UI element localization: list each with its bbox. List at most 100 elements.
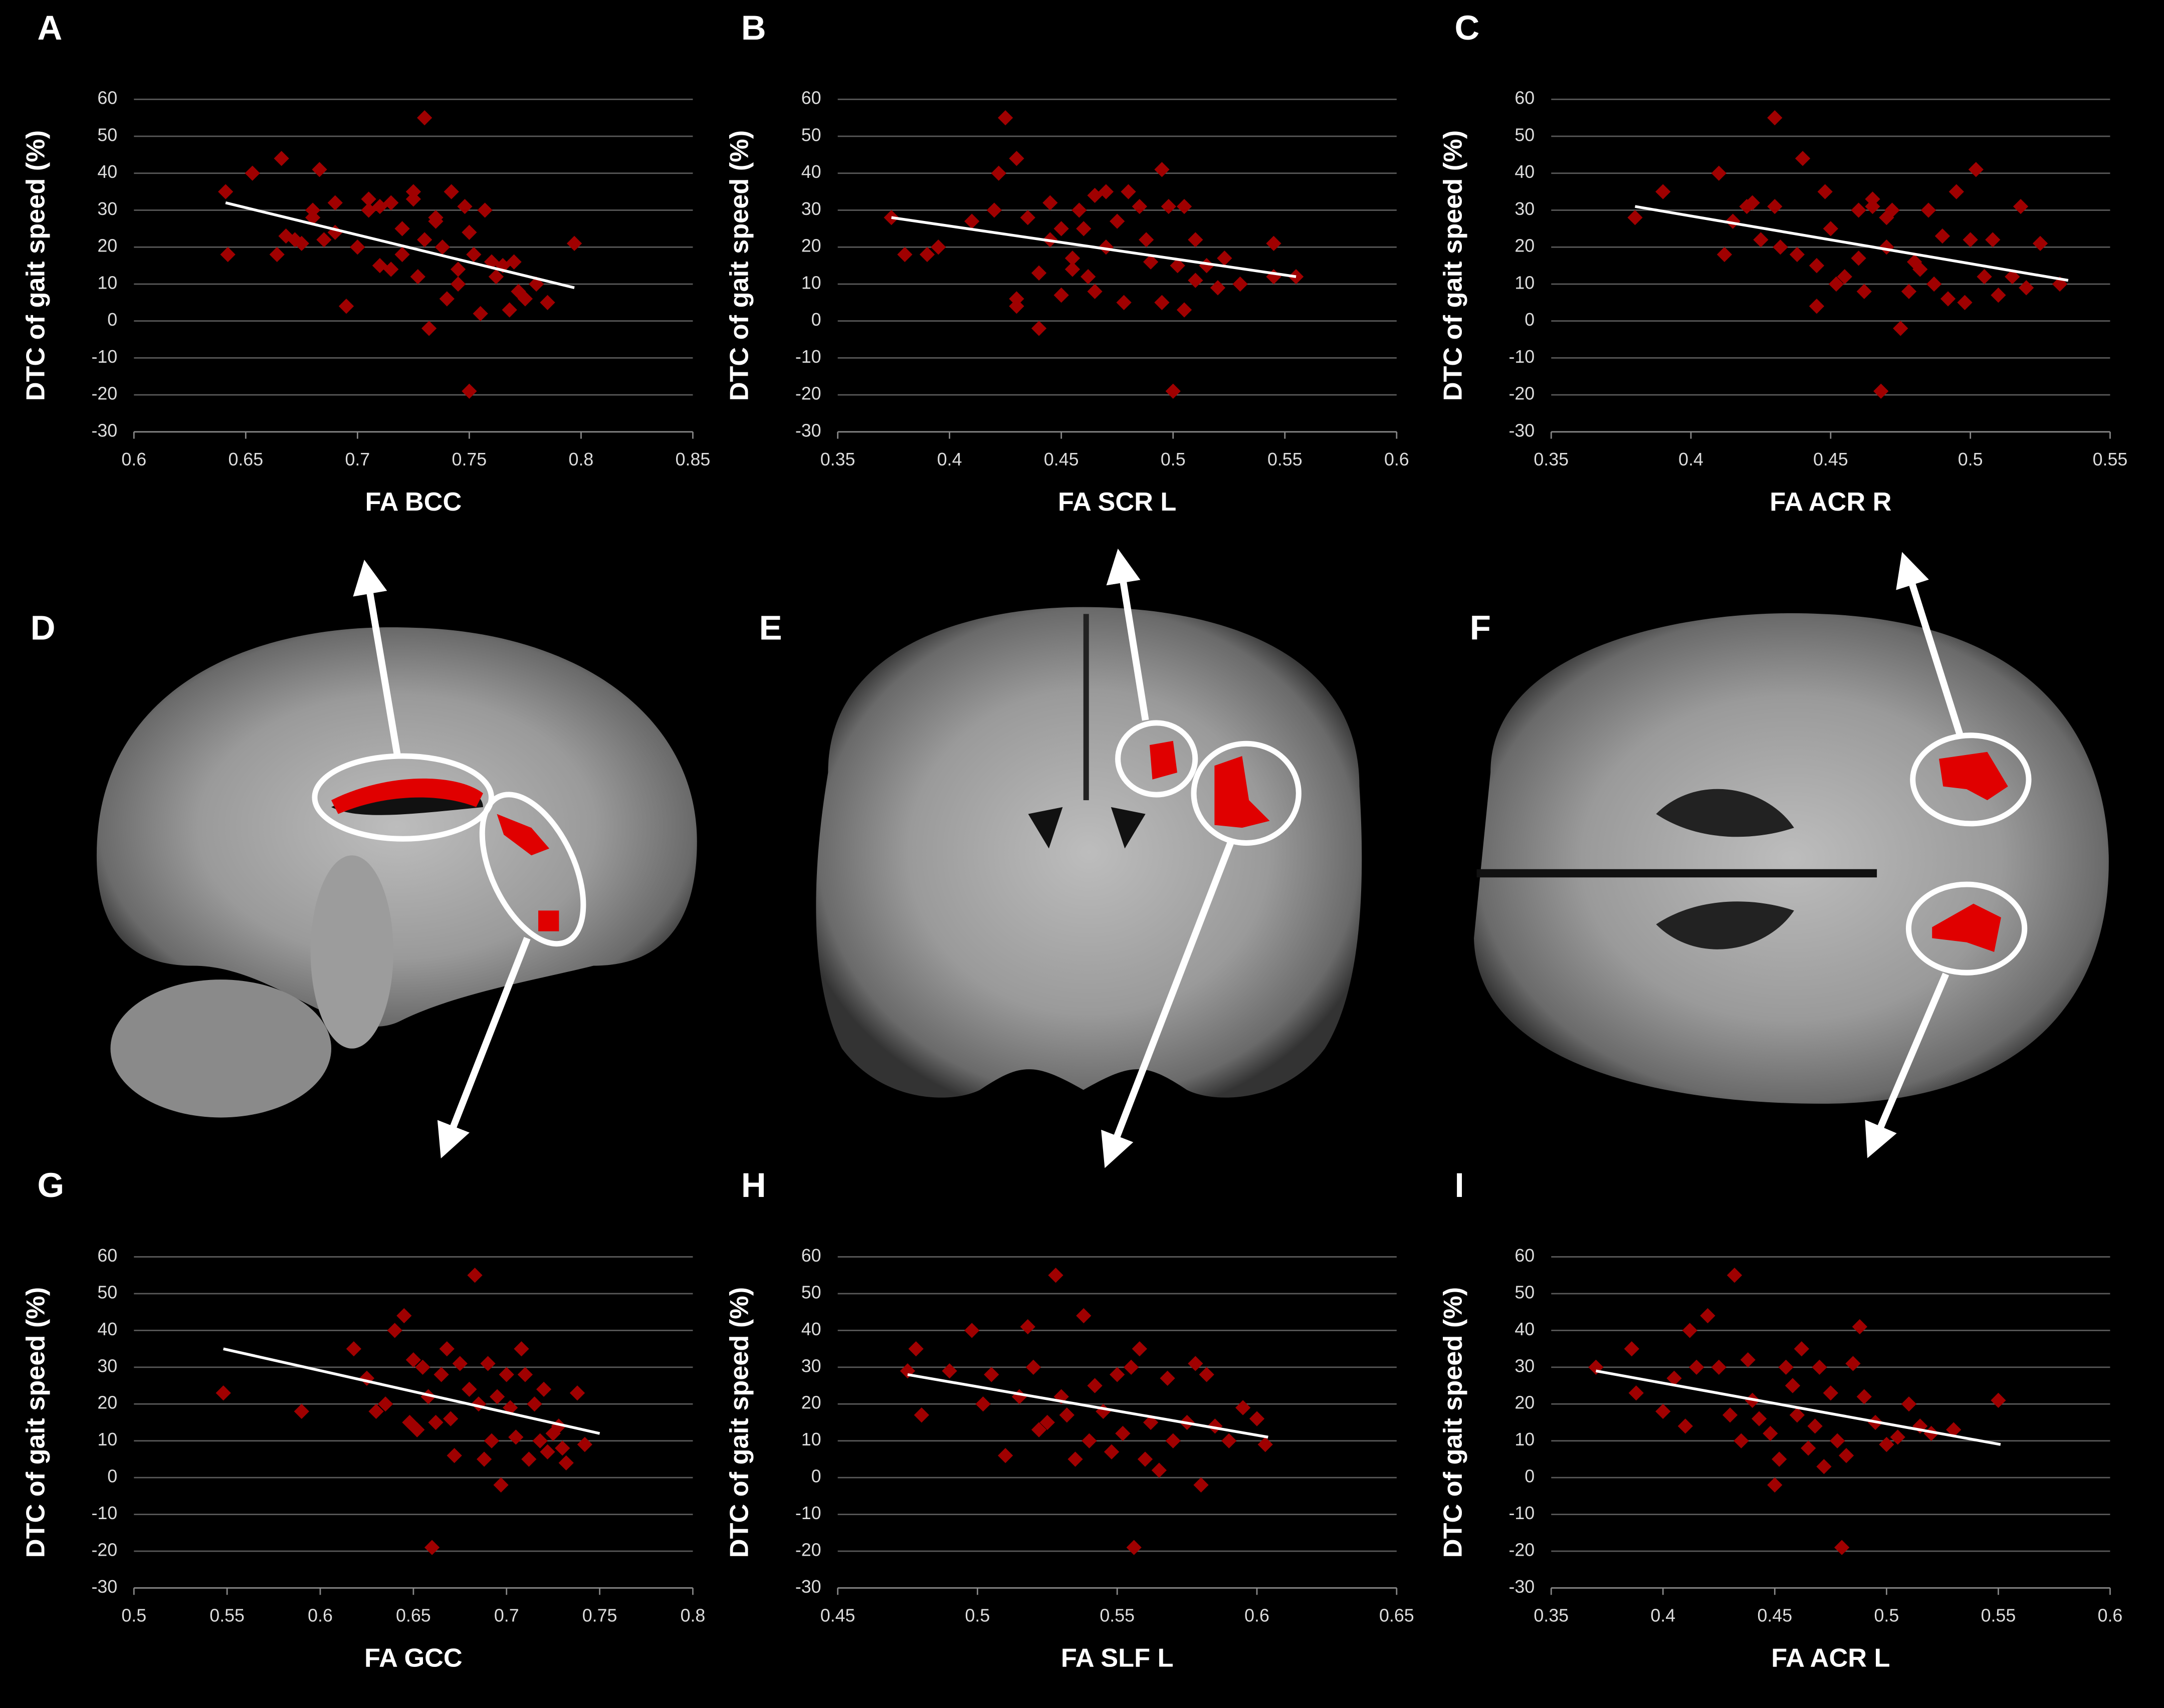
data-point (361, 191, 376, 207)
data-point (975, 1396, 991, 1412)
data-point (2019, 280, 2034, 296)
data-point (914, 1407, 930, 1423)
data-point (1143, 254, 1159, 270)
x-axis-title: FA GCC (364, 1643, 463, 1672)
y-tick-label: -30 (795, 420, 821, 440)
data-point (1235, 1400, 1251, 1415)
panel-label: A (37, 9, 62, 47)
data-point (919, 247, 935, 263)
y-tick-label: 0 (107, 1467, 117, 1487)
y-tick-label: 0 (1525, 310, 1535, 330)
data-point (1076, 1308, 1092, 1324)
data-point (484, 1433, 500, 1448)
data-point (220, 247, 236, 263)
data-point (1067, 1451, 1083, 1467)
data-point (555, 1440, 570, 1456)
y-tick-label: 10 (97, 273, 117, 293)
x-tick-label: 0.55 (1100, 1606, 1135, 1626)
y-tick-label: 40 (1514, 1319, 1535, 1339)
x-tick-label: 0.75 (452, 449, 487, 469)
data-point (1817, 184, 1833, 199)
y-tick-label: 20 (1514, 1393, 1535, 1413)
data-point (1132, 1341, 1147, 1357)
x-tick-label: 0.6 (1244, 1606, 1269, 1626)
y-tick-label: 20 (97, 1393, 117, 1413)
data-point (1879, 1436, 1894, 1452)
x-tick-label: 0.5 (1874, 1606, 1899, 1626)
data-point (527, 1396, 542, 1412)
panel-label: G (37, 1166, 64, 1204)
data-point (269, 247, 285, 263)
data-point (1957, 295, 1973, 310)
y-tick-label: 10 (801, 273, 821, 293)
data-point (1666, 1370, 1682, 1386)
y-tick-label: -30 (91, 420, 117, 440)
data-point (1628, 1385, 1644, 1401)
data-point (1193, 1477, 1209, 1493)
data-point (1176, 302, 1192, 318)
data-point (1110, 1367, 1125, 1382)
data-point (1834, 1540, 1850, 1555)
data-point (383, 262, 399, 277)
x-tick-label: 0.65 (396, 1606, 431, 1626)
trend-line (907, 1373, 1268, 1439)
data-point (1098, 184, 1114, 199)
data-point (394, 247, 410, 263)
data-point (1188, 273, 1203, 288)
data-point (368, 1403, 384, 1419)
data-point (1726, 1268, 1743, 1283)
data-point (1188, 1356, 1203, 1371)
data-point (480, 1356, 496, 1371)
data-point (986, 202, 1002, 218)
data-point (1963, 232, 1978, 248)
data-point (415, 1359, 430, 1375)
data-point (409, 1422, 425, 1437)
data-point (1923, 1425, 1939, 1441)
y-tick-label: -10 (795, 347, 821, 367)
data-point (1778, 1359, 1794, 1375)
data-point (1722, 1407, 1738, 1423)
data-point (1116, 295, 1132, 310)
data-point (521, 1451, 537, 1467)
y-tick-label: 10 (801, 1429, 821, 1449)
y-tick-label: 30 (801, 1356, 821, 1376)
x-tick-label: 0.7 (494, 1606, 519, 1626)
y-tick-label: 0 (107, 310, 117, 330)
scatter-chart: 60 50 40 30 20 10 0 -10 -20 -30 0.45 0.5 0.55 0.6 0.65… (725, 1166, 1414, 1672)
y-tick-label: 30 (1514, 199, 1535, 219)
data-point (984, 1367, 999, 1382)
data-point (1785, 1378, 1801, 1393)
data-point (1176, 198, 1192, 214)
scatter-chart: 60 50 40 30 20 10 0 -10 -20 -300.5 0.55 0.6 0.65 0.7 0… (21, 1166, 705, 1672)
y-tick-label: -10 (795, 1503, 821, 1523)
y-axis-title: DTC of gait speed (%) (1438, 130, 1467, 401)
x-tick-label: 0.8 (569, 449, 594, 469)
data-point (1977, 269, 1992, 285)
data-point (558, 1455, 574, 1471)
data-point (1020, 1319, 1035, 1335)
y-tick-label: -30 (91, 1577, 117, 1597)
y-tick-label: 50 (1514, 1282, 1535, 1302)
y-tick-label: 40 (801, 1319, 821, 1339)
panel-label: I (1454, 1166, 1464, 1204)
x-tick-label: 0.5 (121, 1606, 146, 1626)
brain-sagittal (96, 560, 697, 1159)
data-point (1071, 202, 1087, 218)
data-point (1893, 321, 1908, 336)
data-point (457, 198, 473, 214)
data-point (493, 1477, 509, 1493)
data-point (1020, 210, 1035, 225)
data-point (462, 224, 477, 240)
data-point (1064, 262, 1080, 277)
data-point (1039, 1414, 1055, 1430)
data-point (1991, 1392, 2006, 1408)
data-point (1711, 1359, 1726, 1375)
y-tick-label: -20 (91, 384, 117, 404)
data-point (1812, 1359, 1827, 1375)
data-point (421, 321, 437, 336)
data-point (1137, 1451, 1153, 1467)
data-point (942, 1363, 957, 1379)
data-point (908, 1341, 924, 1357)
data-point (1170, 258, 1185, 274)
